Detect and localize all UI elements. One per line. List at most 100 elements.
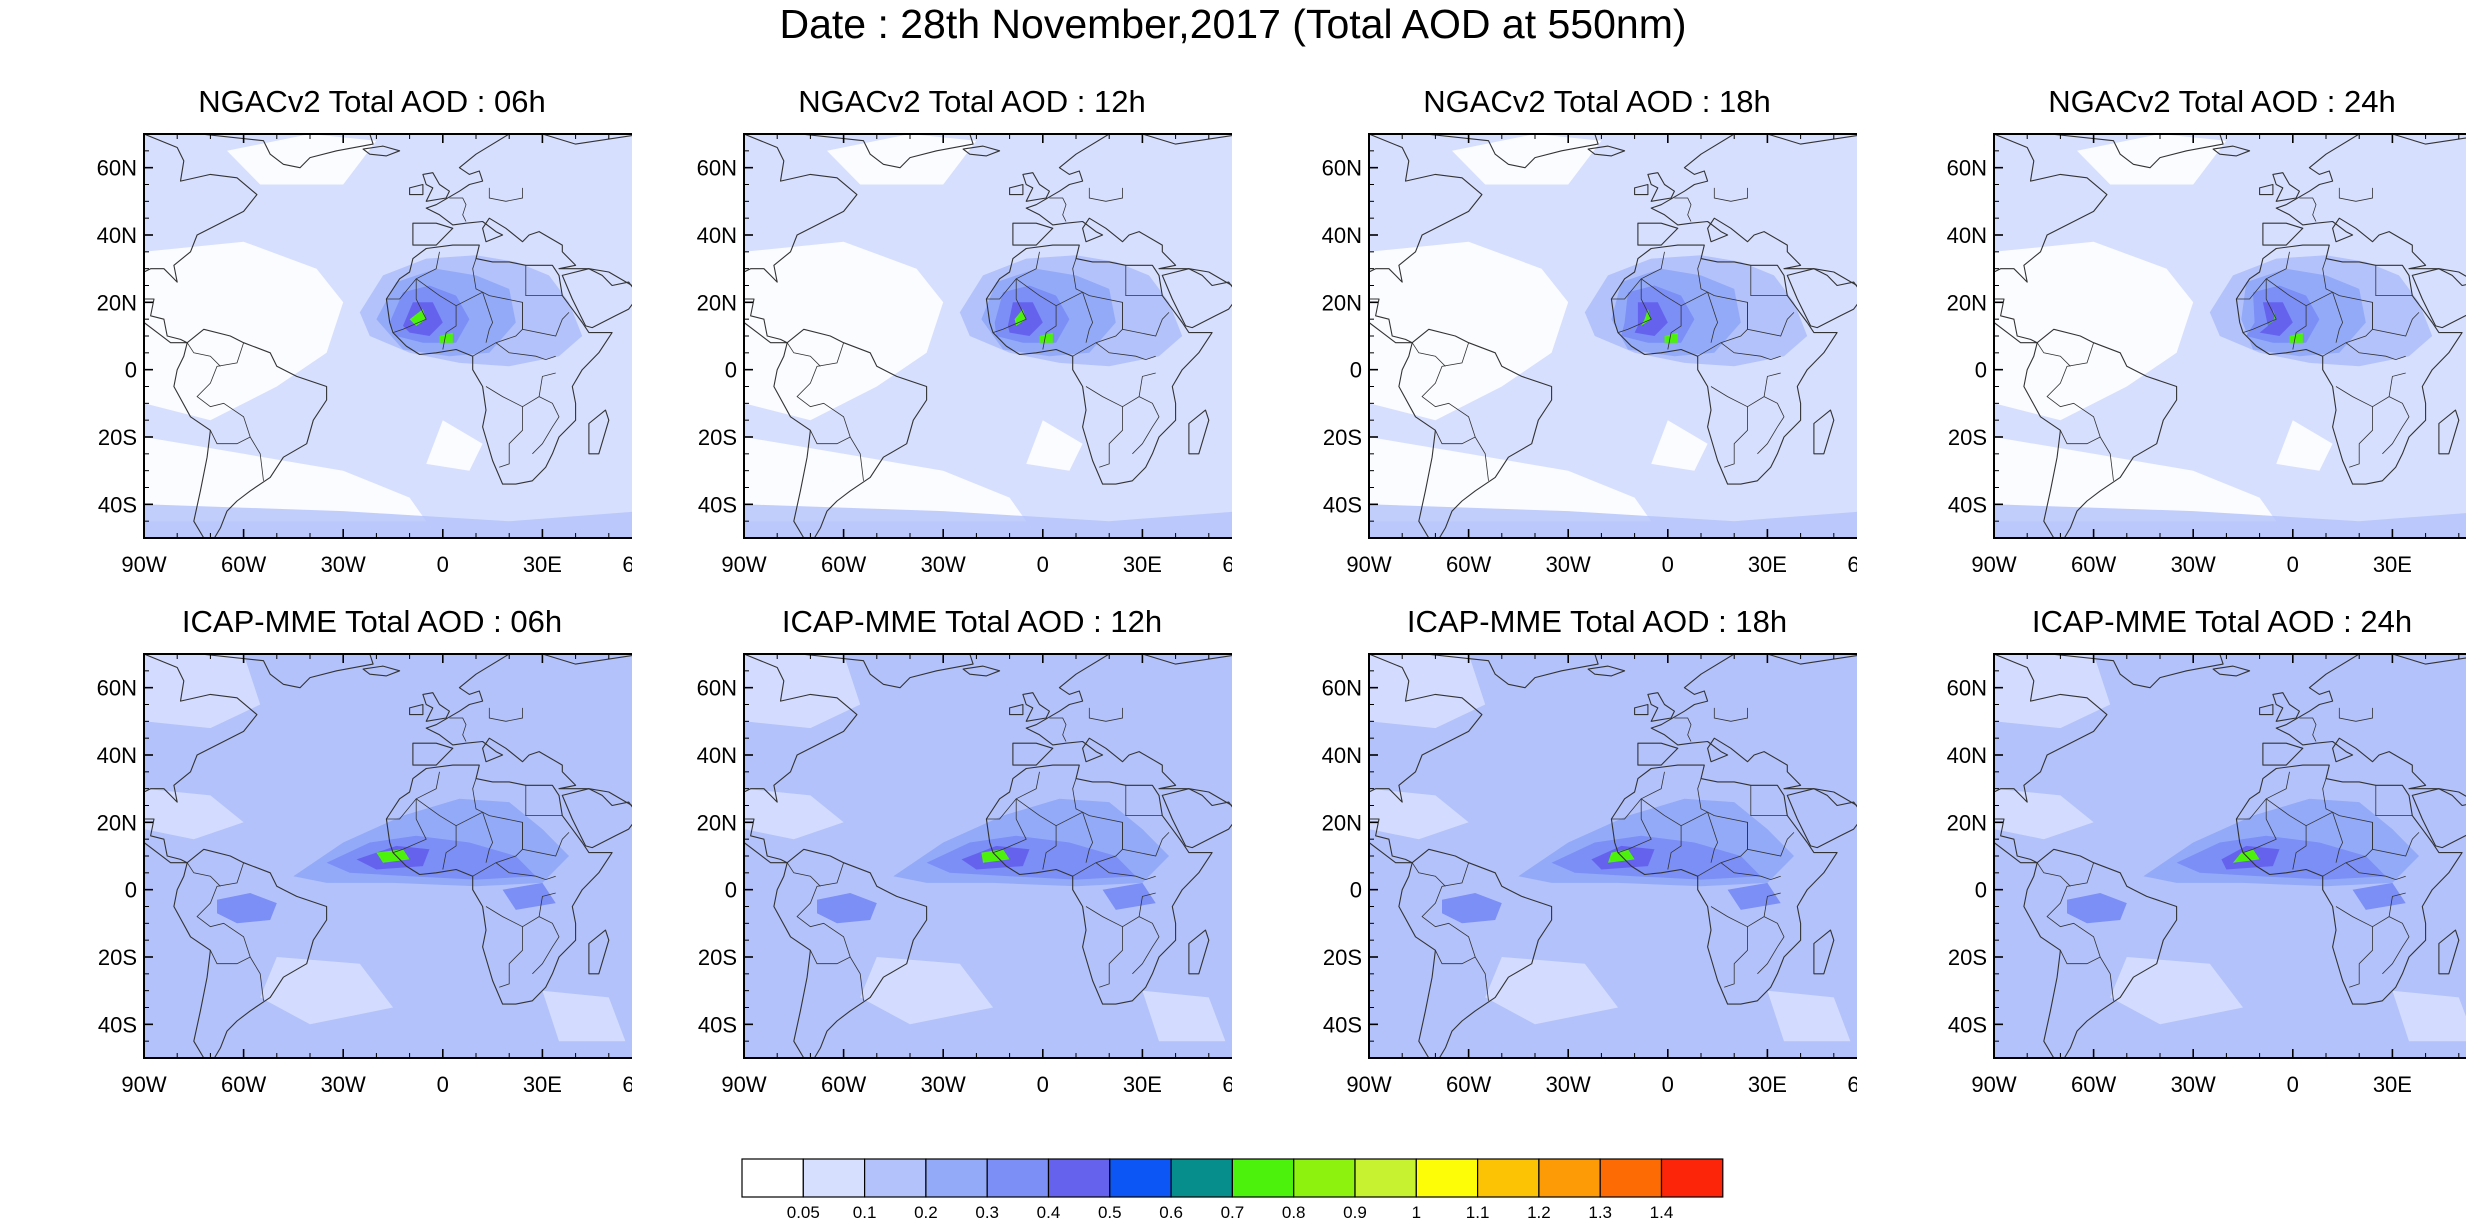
lat-tick-label: 40S: [698, 492, 737, 517]
colorbar-label: 1.1: [1466, 1203, 1490, 1219]
lat-tick-label: 40S: [98, 492, 137, 517]
lat-tick-label: 0: [1350, 358, 1362, 383]
colorbar-label: 1.2: [1527, 1203, 1551, 1219]
lat-tick-label: 60N: [697, 156, 737, 181]
lon-tick-label: 30E: [2373, 1072, 2412, 1097]
colorbar-swatch: [1660, 1158, 1724, 1198]
colorbar-swatch: [1109, 1158, 1172, 1198]
lon-tick-label: 60W: [2071, 1072, 2116, 1097]
aod-map: 60N40N20N020S40S90W60W30W030E60E: [1947, 133, 2466, 577]
lon-tick-label: 30W: [1546, 1072, 1591, 1097]
aod-map: 60N40N20N020S40S90W60W30W030E60E: [1947, 653, 2466, 1097]
colorbar-label: 0.3: [975, 1203, 999, 1219]
lat-tick-label: 20N: [1322, 290, 1362, 315]
lon-tick-label: 60W: [221, 1072, 266, 1097]
aod-colorbar: 0.05 0.1 0.2 0.3 0.4 0.5 0.6 0.7 0.8 0.9 1 1.1 1.2 1.…: [741, 1158, 1724, 1219]
lon-tick-label: 60W: [821, 1072, 866, 1097]
lat-tick-label: 20N: [97, 290, 137, 315]
colorbar-swatch: [1170, 1158, 1234, 1198]
lat-tick-label: 40N: [1947, 223, 1987, 248]
lat-tick-label: 20N: [697, 290, 737, 315]
colorbar-swatch: [741, 1158, 804, 1198]
lat-tick-label: 40S: [1948, 492, 1987, 517]
lat-tick-label: 20S: [98, 945, 137, 970]
lon-tick-label: 60W: [1446, 552, 1491, 577]
colorbar-swatch: [1538, 1158, 1601, 1198]
colorbar-swatch: [1231, 1158, 1295, 1198]
map-panel: ICAP-MME Total AOD : 24h 60N 40N 20N 0 20S 40S…: [1922, 602, 2466, 1127]
lat-tick-label: 0: [125, 358, 137, 383]
colorbar-label: 0.8: [1282, 1203, 1306, 1219]
lon-tick-label: 0: [2287, 1072, 2299, 1097]
lon-tick-label: 90W: [1971, 552, 2016, 577]
lon-tick-label: 30W: [321, 552, 366, 577]
lon-tick-label: 60E: [622, 552, 632, 577]
lat-tick-label: 20S: [1948, 945, 1987, 970]
colorbar-swatch: [1047, 1158, 1111, 1198]
lat-tick-label: 20N: [1322, 810, 1362, 835]
lon-tick-label: 60W: [1446, 1072, 1491, 1097]
lat-tick-label: 60N: [1947, 676, 1987, 701]
lon-tick-label: 60E: [1222, 552, 1232, 577]
lon-tick-label: 60E: [622, 1072, 632, 1097]
lon-tick-label: 0: [437, 1072, 449, 1097]
lat-tick-label: 40S: [1323, 492, 1362, 517]
lat-tick-label: 60N: [697, 676, 737, 701]
colorbar-swatch: [1476, 1158, 1540, 1198]
lon-tick-label: 30W: [2171, 1072, 2216, 1097]
lon-tick-label: 30E: [1123, 1072, 1162, 1097]
lat-tick-label: 20S: [698, 425, 737, 450]
colorbar-label: 0.5: [1098, 1203, 1122, 1219]
panel-title: NGACv2 Total AOD : 12h: [798, 84, 1146, 119]
lon-tick-label: 90W: [721, 552, 766, 577]
lat-tick-label: 20S: [1323, 425, 1362, 450]
colorbar-swatch: [1415, 1158, 1479, 1198]
lat-tick-label: 20N: [1947, 290, 1987, 315]
lon-tick-label: 0: [1662, 1072, 1674, 1097]
lon-tick-label: 30W: [1546, 552, 1591, 577]
map-panel: ICAP-MME Total AOD : 06h 60N 40N 20N 0 20S 40S…: [72, 602, 632, 1127]
colorbar-label: 0.9: [1343, 1203, 1367, 1219]
lat-tick-label: 0: [1975, 878, 1987, 903]
lon-tick-label: 30E: [1748, 552, 1787, 577]
map-panel: NGACv2 Total AOD : 18h 60N 40N 20N 0 20S 40S 90…: [1297, 82, 1857, 607]
lat-tick-label: 40N: [697, 743, 737, 768]
lon-tick-label: 60E: [1847, 552, 1857, 577]
map-panel: NGACv2 Total AOD : 12h 60N 40N 20N 0 20S 40S 90…: [672, 82, 1232, 607]
lon-tick-label: 0: [1037, 1072, 1049, 1097]
aod-map: 60N40N20N020S40S90W60W30W030E60E: [697, 133, 1232, 577]
lat-tick-label: 20S: [98, 425, 137, 450]
lon-tick-label: 30W: [321, 1072, 366, 1097]
lon-tick-label: 60W: [221, 552, 266, 577]
panel-title: ICAP-MME Total AOD : 24h: [2031, 604, 2413, 639]
lat-tick-label: 20N: [1947, 810, 1987, 835]
lat-tick-label: 20S: [1323, 945, 1362, 970]
colorbar-swatch: [1599, 1158, 1663, 1198]
colorbar-label: 0.7: [1221, 1203, 1245, 1219]
colorbar-label: 0.4: [1037, 1203, 1061, 1219]
panel-title: NGACv2 Total AOD : 06h: [198, 84, 546, 119]
colorbar-label: 0.1: [853, 1203, 877, 1219]
lat-tick-label: 60N: [1322, 156, 1362, 181]
aod-map: 60N40N20N020S40S90W60W30W030E60E: [1322, 653, 1857, 1097]
lat-tick-label: 40N: [1322, 223, 1362, 248]
lat-tick-label: 0: [725, 878, 737, 903]
lat-tick-label: 40N: [697, 223, 737, 248]
map-panel: NGACv2 Total AOD : 06h 60N 40N 20N 0 20S 40S 90…: [72, 82, 632, 607]
lon-tick-label: 30E: [523, 1072, 562, 1097]
lat-tick-label: 20S: [698, 945, 737, 970]
colorbar-label: 0.2: [914, 1203, 938, 1219]
lat-tick-label: 20S: [1948, 425, 1987, 450]
lat-tick-label: 60N: [97, 156, 137, 181]
lat-tick-label: 40S: [698, 1012, 737, 1037]
aod-map: 60N40N20N020S40S90W60W30W030E60E: [697, 653, 1232, 1097]
lat-tick-label: 40N: [1947, 743, 1987, 768]
map-panel: ICAP-MME Total AOD : 12h 60N 40N 20N 0 20S 40S…: [672, 602, 1232, 1127]
lat-tick-label: 0: [725, 358, 737, 383]
lon-tick-label: 0: [1662, 552, 1674, 577]
lon-tick-label: 90W: [1346, 1072, 1391, 1097]
colorbar-swatch: [863, 1158, 927, 1198]
panel-title: ICAP-MME Total AOD : 12h: [781, 604, 1163, 639]
lon-tick-label: 0: [2287, 552, 2299, 577]
colorbar-label: 0.6: [1159, 1203, 1183, 1219]
